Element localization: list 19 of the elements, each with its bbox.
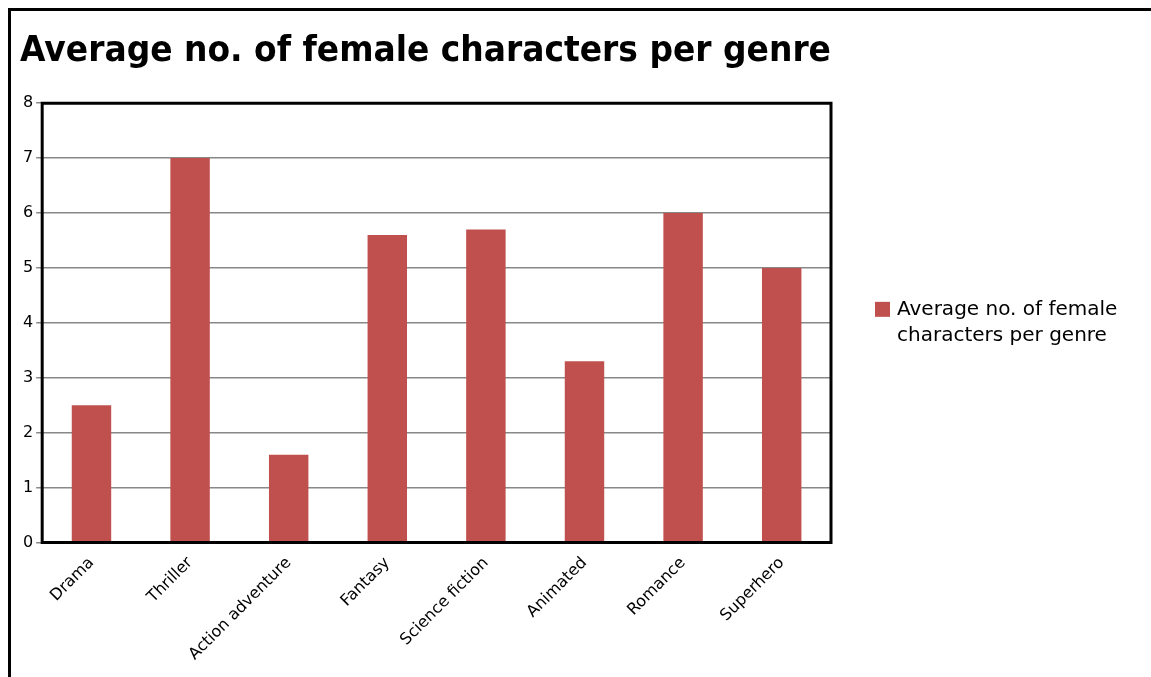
bar [663, 213, 703, 542]
bar [564, 361, 605, 542]
y-tick-label: 6 [22, 202, 34, 222]
y-tick-label: 8 [22, 92, 34, 112]
y-tick-label: 0 [22, 531, 34, 551]
bar [367, 234, 408, 542]
chart-title: Average no. of female characters per genre [20, 27, 831, 70]
y-tick-label: 3 [22, 366, 34, 386]
y-tick-label: 7 [22, 147, 34, 167]
y-tick-label: 4 [22, 312, 34, 331]
bar [466, 229, 506, 542]
bar [761, 267, 802, 542]
y-tick-label: 2 [22, 421, 34, 441]
bar [71, 405, 112, 542]
bar [170, 158, 210, 542]
legend-label: Average no. of female characters per genre [897, 296, 1118, 347]
bar [268, 454, 309, 542]
y-tick-label: 1 [22, 476, 34, 496]
y-tick-label: 5 [22, 257, 34, 277]
